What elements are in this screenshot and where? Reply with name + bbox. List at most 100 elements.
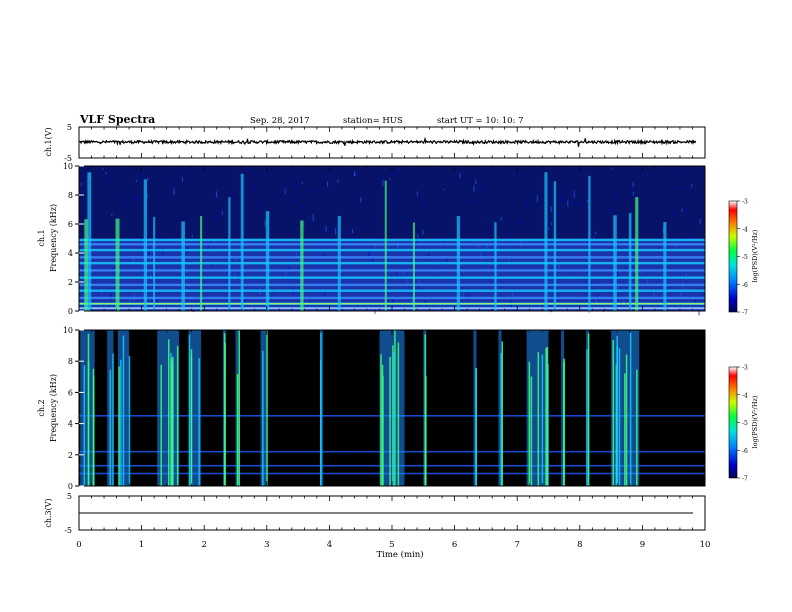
ch1-noise-speck — [336, 226, 338, 232]
ch2-burst-streak — [587, 333, 590, 486]
ch1-band — [79, 289, 705, 292]
ch1-burst — [200, 216, 203, 311]
ch1-band — [79, 261, 705, 265]
ch2-burst-streak — [586, 349, 588, 486]
ch1-noise-speck — [680, 290, 682, 296]
ch1-spectrogram-ytick-label: 4 — [68, 249, 73, 258]
ch1-colorbar-tick-label: -7 — [742, 310, 748, 317]
ch1-noise-speck — [250, 169, 252, 173]
ch2-burst-streak — [389, 356, 391, 486]
ch1-band — [79, 296, 705, 300]
ch1-noise-speck — [325, 225, 327, 232]
ch2-spectrogram-panel: 0 2 4 6 8 10 ch.2 Frequency (kHz) — [37, 326, 706, 491]
ch1-noise-speck — [615, 193, 617, 200]
ch1-noise-speck — [508, 257, 510, 261]
ch1-noise-speck — [81, 266, 83, 270]
ch1-waveform-panel: 5 -5 ch.1(V) — [44, 123, 706, 163]
ch1-noise-speck — [120, 222, 122, 228]
ch1-noise-speck — [395, 272, 398, 277]
ch1-noise-speck — [560, 196, 562, 203]
ch1-noise-speck — [612, 167, 614, 170]
ch1-burst — [628, 213, 632, 311]
ch2-colorbar-tick-label: -4 — [742, 392, 748, 399]
ch1-spectrogram-panel: 0 2 4 6 8 10 ch.1 Frequency (kHz) — [37, 162, 706, 316]
ch2-burst-streak — [167, 339, 170, 486]
ch1-noise-speck — [462, 292, 464, 298]
ch1-noise-speck — [633, 232, 635, 236]
ch1-noise-speck — [632, 182, 634, 188]
ch1-noise-speck — [215, 191, 218, 198]
ch1-noise-speck — [397, 197, 399, 201]
ch1-noise-speck — [575, 271, 577, 274]
ch2-spectrogram-ytick-label: 8 — [68, 357, 73, 366]
start-time-label: start UT = 10: 10: 7 — [437, 116, 524, 126]
ch1-noise-speck — [152, 244, 154, 252]
ch1-noise-speck — [264, 220, 266, 228]
ch1-noise-speck — [593, 236, 595, 238]
ch1-noise-speck — [351, 228, 354, 234]
ch1-noise-speck — [207, 243, 209, 251]
ch2-burst-streak — [392, 352, 395, 486]
ch1-noise-speck — [337, 179, 339, 183]
ch1-noise-speck — [253, 182, 255, 190]
ch1-noise-speck — [433, 270, 435, 274]
ch1-noise-speck — [135, 194, 137, 201]
ch1-noise-speck — [148, 248, 150, 256]
ch1-burst — [228, 197, 231, 311]
ch2-burst — [498, 330, 502, 486]
ch1-noise-speck — [685, 186, 688, 189]
ch1-burst — [143, 179, 148, 311]
ch1-waveform-line — [79, 136, 697, 147]
ch2-burst-streak — [541, 354, 544, 486]
ch1-noise-speck — [143, 270, 145, 275]
ch1-noise-speck — [312, 213, 314, 222]
ch1-burst — [663, 222, 667, 311]
ch1-spectrogram-yticks: 0 2 4 6 8 10 — [63, 162, 84, 316]
ch1-burst — [635, 197, 639, 311]
ch1-spectrogram-ylabel: Frequency (kHz) — [49, 204, 58, 272]
ch1-noise-speck — [595, 297, 597, 305]
ch1-noise-speck — [567, 200, 569, 207]
ch1-noise-speck — [132, 256, 134, 263]
ch1-burst — [553, 181, 557, 311]
ch1-noise-speck — [595, 231, 597, 235]
ch2-burst-streak — [109, 369, 112, 486]
ch1-burst — [456, 216, 461, 311]
ch1-noise-speck — [673, 210, 675, 216]
ch2-burst-streak — [380, 354, 382, 486]
ch1-noise-speck — [156, 297, 158, 304]
ch1-noise-speck — [574, 201, 577, 206]
ch1-burst — [240, 173, 244, 311]
time-axis: 0 1 2 3 4 5 6 7 8 9 10 — [76, 127, 710, 550]
ch1-ytick-bottom: -5 — [64, 154, 72, 163]
ch1-noise-speck — [577, 201, 580, 207]
ch1-noise-speck — [216, 216, 218, 221]
ch1-noise-speck — [147, 177, 149, 182]
ch1-noise-speck — [260, 201, 262, 209]
ch2-burst-streak — [118, 366, 120, 486]
ch1-burst — [153, 216, 156, 311]
ch2-burst-streak — [500, 352, 502, 486]
ch2-spectrogram-ylabel-channel: ch.2 — [37, 399, 46, 416]
ch1-noise-speck — [284, 188, 286, 195]
ch2-burst-streak — [83, 365, 86, 486]
ch1-noise-speck — [703, 234, 705, 236]
ch1-noise-speck — [301, 205, 303, 210]
ch1-noise-speck — [550, 222, 553, 226]
ch1-noise-speck — [303, 222, 305, 226]
ch1-noise-speck — [671, 169, 673, 174]
ch1-noise-speck — [127, 197, 129, 204]
ch3-ylabel: ch.3(V) — [44, 498, 53, 527]
ch1-noise-speck — [179, 170, 181, 175]
ch1-noise-speck — [159, 234, 161, 241]
time-tick-label: 6 — [452, 540, 457, 550]
ch1-colorbar-tick-label: -6 — [742, 282, 748, 289]
station-label: station= HUS — [343, 116, 403, 126]
ch2-burst-streak — [172, 356, 174, 486]
ch1-noise-speck — [285, 272, 287, 279]
ch1-burst — [337, 215, 341, 311]
ch2-spectrogram-ytick-label: 10 — [63, 326, 73, 335]
ch2-spectrogram-ytick-label: 2 — [68, 451, 73, 460]
ch1-spectrogram-ytick-label: 6 — [68, 220, 73, 229]
ch1-band — [79, 256, 705, 259]
